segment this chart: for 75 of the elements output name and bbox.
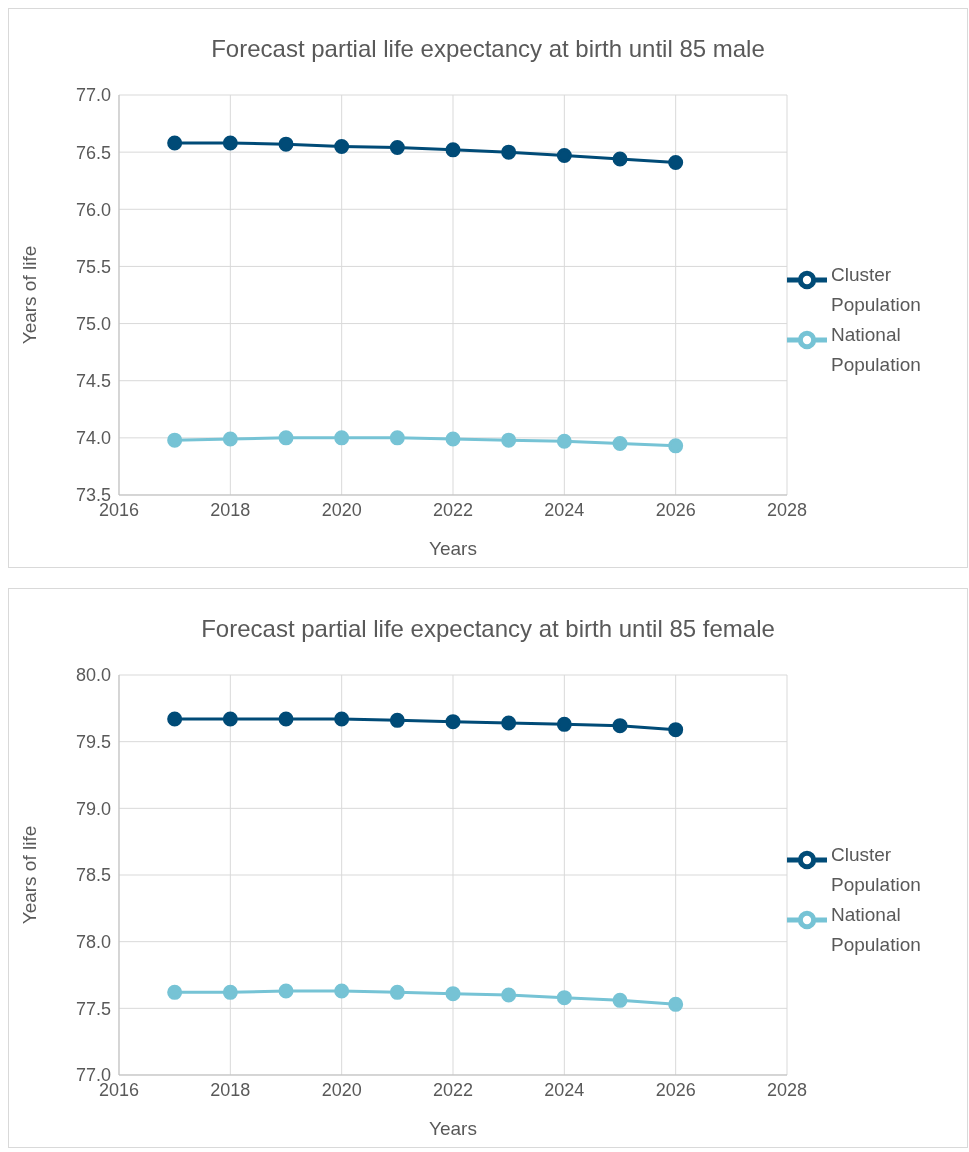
- point: [167, 432, 183, 448]
- point: [445, 431, 461, 447]
- point: [556, 990, 572, 1006]
- point: [167, 711, 183, 727]
- point: [501, 715, 517, 731]
- y-tick-label: 76.0: [75, 199, 111, 220]
- point: [389, 984, 405, 1000]
- x-tick-label: 2028: [766, 1079, 808, 1100]
- point: [501, 432, 517, 448]
- point: [556, 148, 572, 164]
- point: [612, 436, 628, 452]
- point: [612, 992, 628, 1008]
- point: [668, 154, 684, 170]
- point: [222, 135, 238, 151]
- point: [334, 138, 350, 154]
- point: [278, 136, 294, 152]
- x-tick-label: 2022: [432, 1079, 474, 1100]
- point: [334, 711, 350, 727]
- x-tick-label: 2020: [321, 499, 362, 520]
- y-tick-label: 74.0: [75, 428, 111, 449]
- point: [167, 984, 183, 1000]
- y-tick-label: 78.5: [75, 865, 111, 886]
- point: [334, 983, 350, 999]
- y-tick-label: 74.5: [75, 371, 111, 392]
- y-tick-label: 75.0: [75, 313, 111, 334]
- point: [668, 722, 684, 738]
- y-tick-label: 75.5: [75, 256, 111, 277]
- point: [334, 430, 350, 446]
- point: [278, 430, 294, 446]
- x-tick-label: 2018: [210, 1079, 251, 1100]
- point: [501, 987, 517, 1003]
- point: [278, 983, 294, 999]
- legend-label: Cluster Population: [831, 263, 922, 317]
- legend-label: Cluster Population: [831, 843, 922, 897]
- point: [668, 438, 684, 454]
- x-tick-label: 2028: [766, 499, 808, 520]
- point: [389, 140, 405, 156]
- point: [222, 431, 238, 447]
- point: [556, 433, 572, 449]
- point: [612, 151, 628, 167]
- point: [278, 711, 294, 727]
- point: [556, 716, 572, 732]
- point: [445, 714, 461, 730]
- y-axis-title: Years of life: [18, 825, 40, 925]
- chart-title: Forecast partial life expectancy at birth until 85 male: [210, 34, 766, 64]
- point: [222, 984, 238, 1000]
- point: [445, 142, 461, 158]
- y-tick-label: 76.5: [75, 142, 111, 163]
- y-tick-label: 78.0: [75, 932, 111, 953]
- y-tick-label: 77.5: [75, 998, 111, 1019]
- x-tick-label: 2026: [655, 499, 696, 520]
- y-axis-title: Years of life: [18, 245, 40, 345]
- x-tick-label: 2024: [544, 499, 585, 520]
- y-tick-label: 79.0: [75, 798, 111, 819]
- x-tick-label: 2026: [655, 1079, 696, 1100]
- point: [389, 430, 405, 446]
- point: [167, 135, 183, 151]
- x-tick-label: 2020: [321, 1079, 362, 1100]
- x-tick-label: 2022: [432, 499, 474, 520]
- point: [612, 718, 628, 734]
- point: [501, 144, 517, 160]
- y-tick-label: 79.5: [75, 732, 111, 753]
- legend-label: National Population: [831, 323, 922, 377]
- x-axis-title: Years: [429, 538, 477, 559]
- x-tick-label: 2018: [210, 499, 251, 520]
- point: [668, 996, 684, 1012]
- point: [389, 712, 405, 728]
- point: [445, 986, 461, 1002]
- chart-title: Forecast partial life expectancy at birth until 85 female: [200, 614, 776, 644]
- legend-label: National Population: [831, 903, 922, 957]
- point: [222, 711, 238, 727]
- x-axis-title: Years: [429, 1118, 477, 1139]
- y-tick-label: 80.0: [75, 665, 111, 686]
- y-tick-label: 77.0: [75, 85, 111, 106]
- x-tick-label: 2024: [544, 1079, 585, 1100]
